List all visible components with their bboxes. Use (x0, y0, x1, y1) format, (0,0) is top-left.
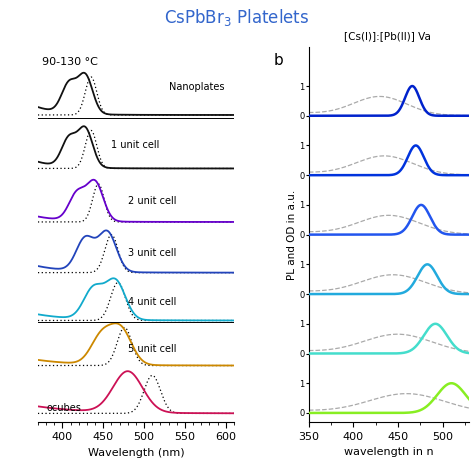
X-axis label: Wavelength (nm): Wavelength (nm) (88, 448, 184, 458)
Y-axis label: PL and OD in a.u.: PL and OD in a.u. (287, 190, 297, 280)
Text: [Cs(I)]:[Pb(II)] Va: [Cs(I)]:[Pb(II)] Va (344, 31, 430, 41)
Text: CsPbBr$_3$ Platelets: CsPbBr$_3$ Platelets (164, 7, 310, 28)
Text: b: b (273, 53, 283, 68)
Text: 2 unit cell: 2 unit cell (128, 196, 176, 206)
Text: 90-130 °C: 90-130 °C (42, 57, 98, 67)
Text: Nanoplates: Nanoplates (169, 82, 224, 92)
Text: 5 unit cell: 5 unit cell (128, 344, 176, 354)
Text: 3 unit cell: 3 unit cell (128, 248, 176, 258)
X-axis label: wavelength in n: wavelength in n (344, 447, 434, 457)
Text: 4 unit cell: 4 unit cell (128, 298, 176, 308)
Text: ocubes: ocubes (46, 403, 81, 413)
Text: 1 unit cell: 1 unit cell (111, 140, 160, 150)
